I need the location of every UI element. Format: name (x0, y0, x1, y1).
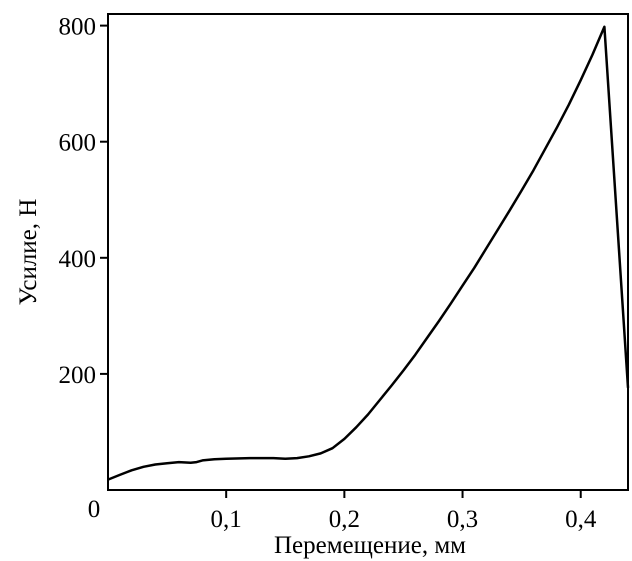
y-axis-title: Усилие, Н (15, 199, 42, 306)
x-tick-label-0,4: 0,4 (565, 506, 597, 533)
y-tick-label-400: 400 (59, 246, 97, 273)
series-line (107, 25, 630, 481)
x-axis-title: Перемещение, мм (274, 532, 466, 559)
x-tick-label-0,2: 0,2 (329, 506, 360, 533)
y-axis-ticks: 200 400 600 800 (59, 14, 108, 389)
origin-label: 0 (88, 496, 101, 523)
y-tick-label-600: 600 (59, 130, 97, 157)
plot-frame (107, 13, 629, 491)
x-tick-label-0,3: 0,3 (447, 506, 478, 533)
x-axis-ticks: 0,1 0,2 0,3 0,4 (211, 490, 597, 533)
y-tick-label-200: 200 (59, 362, 97, 389)
x-tick-label-0,1: 0,1 (211, 506, 242, 533)
y-tick-label-800: 800 (59, 14, 97, 41)
